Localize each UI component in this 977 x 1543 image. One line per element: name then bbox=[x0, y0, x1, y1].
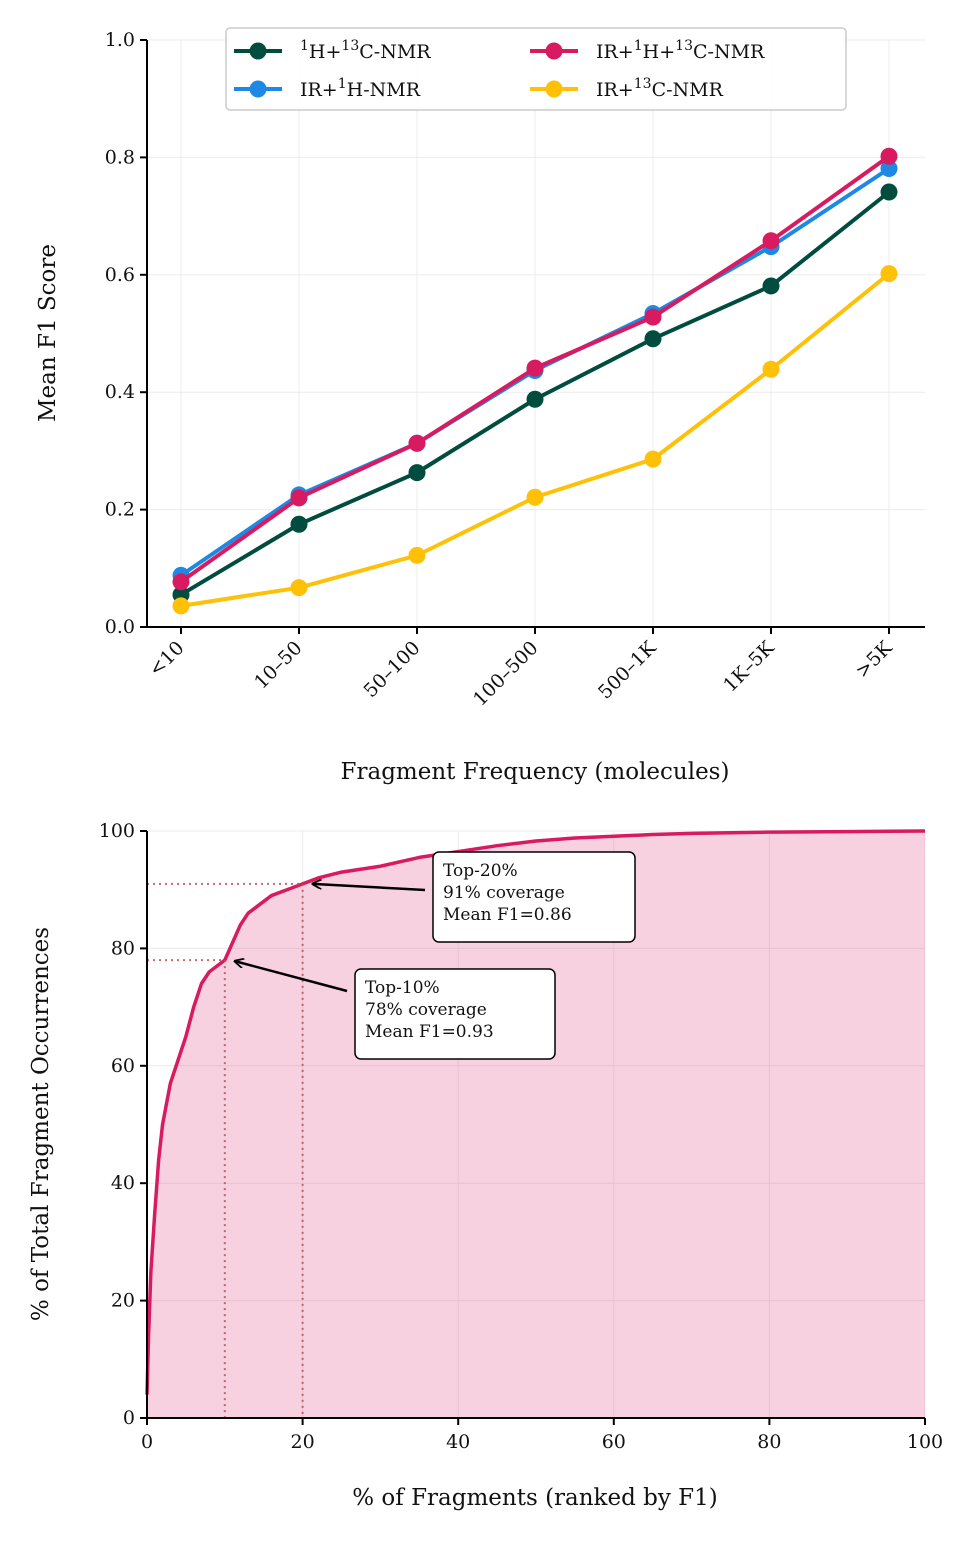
legend-marker bbox=[545, 80, 563, 98]
data-point bbox=[762, 360, 780, 378]
x-tick-label: 1K–5K bbox=[719, 636, 779, 696]
coverage-chart: 0 20 40 60 80 100 0 20 40 60 80 100 % of Total Fra… bbox=[28, 820, 943, 1511]
y-tick-label: 60 bbox=[111, 1055, 135, 1077]
annotation-box bbox=[432, 851, 636, 943]
data-point bbox=[526, 390, 544, 408]
data-point bbox=[762, 232, 780, 250]
x-tick-label: 500–1K bbox=[594, 636, 661, 703]
legend-label: IR+13C-NMR bbox=[596, 76, 724, 101]
x-axis-label: % of Fragments (ranked by F1) bbox=[352, 1485, 717, 1511]
x-axis-label: Fragment Frequency (molecules) bbox=[341, 759, 730, 785]
annotation-arrow bbox=[235, 961, 348, 993]
annotation-text: Mean F1=0.93 bbox=[365, 1022, 494, 1042]
data-point bbox=[172, 573, 190, 591]
x-tick-label: 80 bbox=[757, 1431, 781, 1453]
annotation-box bbox=[354, 968, 556, 1060]
legend-label: IR+1H-NMR bbox=[300, 76, 421, 101]
axes bbox=[146, 831, 925, 1419]
data-point bbox=[762, 277, 780, 295]
x-tick-label: 0 bbox=[141, 1431, 153, 1453]
y-tick-label: 80 bbox=[111, 937, 135, 959]
y-tick-label: 0 bbox=[123, 1407, 135, 1429]
legend-marker bbox=[545, 42, 563, 60]
data-point bbox=[290, 489, 308, 507]
y-ticks: 0 20 40 60 80 100 bbox=[99, 820, 147, 1429]
legend-item: IR+1H-NMR bbox=[234, 76, 421, 101]
data-point bbox=[644, 308, 662, 326]
x-ticks: <10 10–50 50–100 100–500 500–1K 1K–5K >5K bbox=[145, 627, 897, 711]
y-axis-label: % of Total Fragment Occurrences bbox=[28, 927, 54, 1321]
data-point bbox=[526, 359, 544, 377]
data-point bbox=[290, 515, 308, 533]
x-ticks: 0 20 40 60 80 100 bbox=[141, 1418, 943, 1453]
series-1H+13C-NMR bbox=[172, 183, 898, 604]
annotation-text: Top-20% bbox=[443, 861, 518, 881]
data-point bbox=[880, 183, 898, 201]
y-axis-label: Mean F1 Score bbox=[35, 244, 61, 422]
x-tick-label: 60 bbox=[602, 1431, 626, 1453]
legend: 1H+13C-NMR IR+1H-NMR IR+1H+13C-NMR IR+13C-N… bbox=[225, 27, 847, 111]
legend-marker bbox=[249, 80, 267, 98]
data-point bbox=[526, 488, 544, 506]
guide-lines bbox=[147, 882, 304, 1418]
y-tick-label: 0.4 bbox=[105, 381, 135, 403]
x-tick-label: 100 bbox=[907, 1431, 943, 1453]
data-point bbox=[172, 597, 190, 615]
data-point bbox=[408, 434, 426, 452]
y-tick-label: 0.8 bbox=[105, 146, 135, 168]
grid bbox=[147, 39, 925, 628]
legend-item: IR+1H+13C-NMR bbox=[530, 38, 765, 63]
data-point bbox=[880, 147, 898, 165]
x-tick-label: 40 bbox=[446, 1431, 470, 1453]
x-tick-label: 100–500 bbox=[469, 637, 543, 711]
legend-label: 1H+13C-NMR bbox=[300, 38, 431, 63]
data-point bbox=[880, 265, 898, 283]
x-tick-label: 20 bbox=[291, 1431, 315, 1453]
annotation-text: Mean F1=0.86 bbox=[443, 905, 572, 925]
y-tick-label: 1.0 bbox=[105, 29, 135, 51]
y-tick-label: 0.2 bbox=[105, 499, 135, 521]
coverage-line bbox=[145, 829, 926, 1395]
axes bbox=[146, 40, 925, 628]
legend-box bbox=[225, 27, 847, 111]
x-tick-label: 50–100 bbox=[360, 637, 425, 702]
data-point bbox=[880, 160, 898, 178]
data-point bbox=[290, 579, 308, 597]
annotation-text: 91% coverage bbox=[443, 883, 565, 903]
annotation-text: 78% coverage bbox=[365, 1000, 487, 1020]
f1-by-frequency-chart: 0.0 0.2 0.4 0.6 0.8 1.0 <10 10–50 50–100 100–500… bbox=[35, 27, 925, 785]
y-tick-label: 0.0 bbox=[105, 616, 135, 638]
legend-marker bbox=[249, 42, 267, 60]
y-tick-label: 100 bbox=[99, 820, 135, 842]
legend-label: IR+1H+13C-NMR bbox=[596, 38, 765, 63]
y-tick-label: 20 bbox=[111, 1290, 135, 1312]
legend-item: IR+13C-NMR bbox=[530, 76, 724, 101]
y-tick-label: 40 bbox=[111, 1172, 135, 1194]
series-IR+13C-NMR bbox=[172, 265, 898, 615]
annotation-arrow bbox=[313, 884, 426, 892]
data-point bbox=[408, 464, 426, 482]
y-ticks: 0.0 0.2 0.4 0.6 0.8 1.0 bbox=[105, 29, 147, 638]
series-IR+1H+13C-NMR bbox=[172, 147, 898, 591]
data-point bbox=[644, 330, 662, 348]
x-tick-label: >5K bbox=[851, 636, 897, 682]
coverage-area bbox=[147, 831, 925, 1418]
data-point bbox=[644, 450, 662, 468]
series-lines bbox=[172, 147, 898, 615]
annotation-text: Top-10% bbox=[365, 978, 440, 998]
y-tick-label: 0.6 bbox=[105, 264, 135, 286]
legend-item: 1H+13C-NMR bbox=[234, 38, 431, 63]
x-tick-label: 10–50 bbox=[250, 637, 306, 693]
data-point bbox=[408, 546, 426, 564]
x-tick-label: <10 bbox=[145, 637, 189, 681]
